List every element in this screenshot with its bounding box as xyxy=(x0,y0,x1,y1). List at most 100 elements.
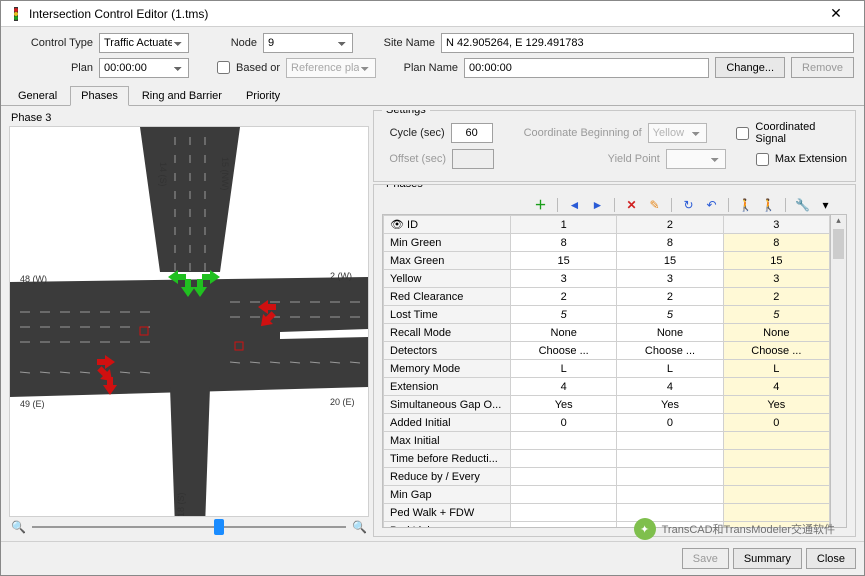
cell: Yes xyxy=(511,396,617,414)
cell: 15 xyxy=(723,252,829,270)
cell: 4 xyxy=(511,378,617,396)
cell xyxy=(723,522,829,529)
cell: 2 xyxy=(723,288,829,306)
plan-select[interactable]: 00:00:00 xyxy=(99,58,189,78)
phases-toolbar: ＋ ◄ ► ✕ ✎ ↻ ↶ 🚶 🚶 🔧 xyxy=(382,195,847,214)
cell: L xyxy=(511,360,617,378)
cell: 2 xyxy=(617,288,723,306)
svg-text:14 (S): 14 (S) xyxy=(158,162,168,187)
offset-label: Offset (sec) xyxy=(382,153,446,165)
cell: Choose ... xyxy=(723,342,829,360)
coord-signal-checkbox[interactable] xyxy=(736,127,749,140)
change-button[interactable]: Change... xyxy=(715,57,785,78)
form-area: Control Type Traffic Actuated Node 9 Sit… xyxy=(1,27,864,86)
add-icon[interactable]: ＋ xyxy=(533,197,548,212)
cell xyxy=(617,504,723,522)
cell xyxy=(511,504,617,522)
tab-ring-barrier[interactable]: Ring and Barrier xyxy=(131,86,233,105)
cell xyxy=(617,432,723,450)
plan-label: Plan xyxy=(11,62,93,74)
zoom-in-icon[interactable]: 🔍 xyxy=(352,520,367,534)
cell xyxy=(617,450,723,468)
control-type-select[interactable]: Traffic Actuated xyxy=(99,33,189,53)
cell: 3 xyxy=(617,270,723,288)
tab-phases[interactable]: Phases xyxy=(70,86,129,106)
site-name-input[interactable] xyxy=(441,33,854,53)
cell: 2 xyxy=(511,288,617,306)
ped2-icon[interactable]: 🚶 xyxy=(761,197,776,212)
cell: 3 xyxy=(511,270,617,288)
footer: Save Summary Close xyxy=(1,541,864,575)
row-label: Simultaneous Gap O... xyxy=(384,396,511,414)
cell xyxy=(723,486,829,504)
cycle-label: Cycle (sec) xyxy=(382,127,445,139)
row-label: Reduce by / Every xyxy=(384,468,511,486)
plan-name-input[interactable] xyxy=(464,58,709,78)
svg-text:15 (NW): 15 (NW) xyxy=(220,157,230,191)
cell xyxy=(617,468,723,486)
row-label: Yellow xyxy=(384,270,511,288)
svg-text:48 (W): 48 (W) xyxy=(20,274,47,284)
cell: None xyxy=(617,324,723,342)
cell: Yes xyxy=(617,396,723,414)
site-name-label: Site Name xyxy=(373,37,435,49)
dropdown-icon[interactable]: ▾ xyxy=(818,197,833,212)
delete-icon[interactable]: ✕ xyxy=(624,197,639,212)
tab-general[interactable]: General xyxy=(7,86,68,105)
cell: Choose ... xyxy=(511,342,617,360)
grid-scrollbar[interactable]: ▴ xyxy=(830,215,846,527)
row-label: Ped Links xyxy=(384,522,511,529)
phases-grid[interactable]: 👁 ID123Min Green888Max Green151515Yellow… xyxy=(382,214,847,528)
cell: L xyxy=(617,360,723,378)
wrench-icon[interactable]: 🔧 xyxy=(795,197,810,212)
arrow-right-icon[interactable]: ► xyxy=(590,197,605,212)
svg-text:2 (W): 2 (W) xyxy=(330,271,352,281)
ped-icon[interactable]: 🚶 xyxy=(738,197,753,212)
cell xyxy=(723,468,829,486)
coord-begin-select: Yellow xyxy=(648,123,707,143)
node-label: Node xyxy=(217,37,257,49)
cell: 0 xyxy=(617,414,723,432)
max-ext-checkbox[interactable] xyxy=(756,153,769,166)
col-header: 3 xyxy=(723,216,829,234)
cell: 8 xyxy=(511,234,617,252)
settings-group: Settings Cycle (sec) Coordinate Beginnin… xyxy=(373,110,856,182)
cell xyxy=(511,486,617,504)
cell xyxy=(723,504,829,522)
yield-select xyxy=(666,149,726,169)
zoom-slider[interactable] xyxy=(32,526,346,528)
cell: 0 xyxy=(723,414,829,432)
cell xyxy=(617,522,723,529)
close-button[interactable]: Close xyxy=(806,548,856,569)
node-select[interactable]: 9 xyxy=(263,33,353,53)
based-or-label: Based or xyxy=(236,62,280,74)
edit-icon[interactable]: ✎ xyxy=(647,197,662,212)
intersection-view[interactable]: 14 (S)15 (NW)48 (W)2 (W)49 (E)20 (E)18 (… xyxy=(9,126,369,517)
close-icon[interactable]: ✕ xyxy=(816,5,856,22)
id-header: 👁 ID xyxy=(384,216,511,234)
coord-begin-label: Coordinate Beginning of xyxy=(505,127,642,139)
summary-button[interactable]: Summary xyxy=(733,548,802,569)
undo-icon[interactable]: ↶ xyxy=(704,197,719,212)
cell: 3 xyxy=(723,270,829,288)
cell: None xyxy=(511,324,617,342)
tab-priority[interactable]: Priority xyxy=(235,86,291,105)
cell: 5 xyxy=(511,306,617,324)
cell: 8 xyxy=(723,234,829,252)
cell: None xyxy=(723,324,829,342)
based-or-checkbox[interactable] xyxy=(217,61,230,74)
cell: 5 xyxy=(723,306,829,324)
cycle-input[interactable] xyxy=(451,123,493,143)
coord-signal-label: Coordinated Signal xyxy=(755,121,847,145)
svg-text:49 (E): 49 (E) xyxy=(20,399,45,409)
row-label: Extension xyxy=(384,378,511,396)
row-label: Added Initial xyxy=(384,414,511,432)
refresh-icon[interactable]: ↻ xyxy=(681,197,696,212)
cell xyxy=(617,486,723,504)
cell: 5 xyxy=(617,306,723,324)
col-header: 2 xyxy=(617,216,723,234)
arrow-left-icon[interactable]: ◄ xyxy=(567,197,582,212)
row-label: Max Green xyxy=(384,252,511,270)
zoom-out-icon[interactable]: 🔍 xyxy=(11,520,26,534)
col-header: 1 xyxy=(511,216,617,234)
